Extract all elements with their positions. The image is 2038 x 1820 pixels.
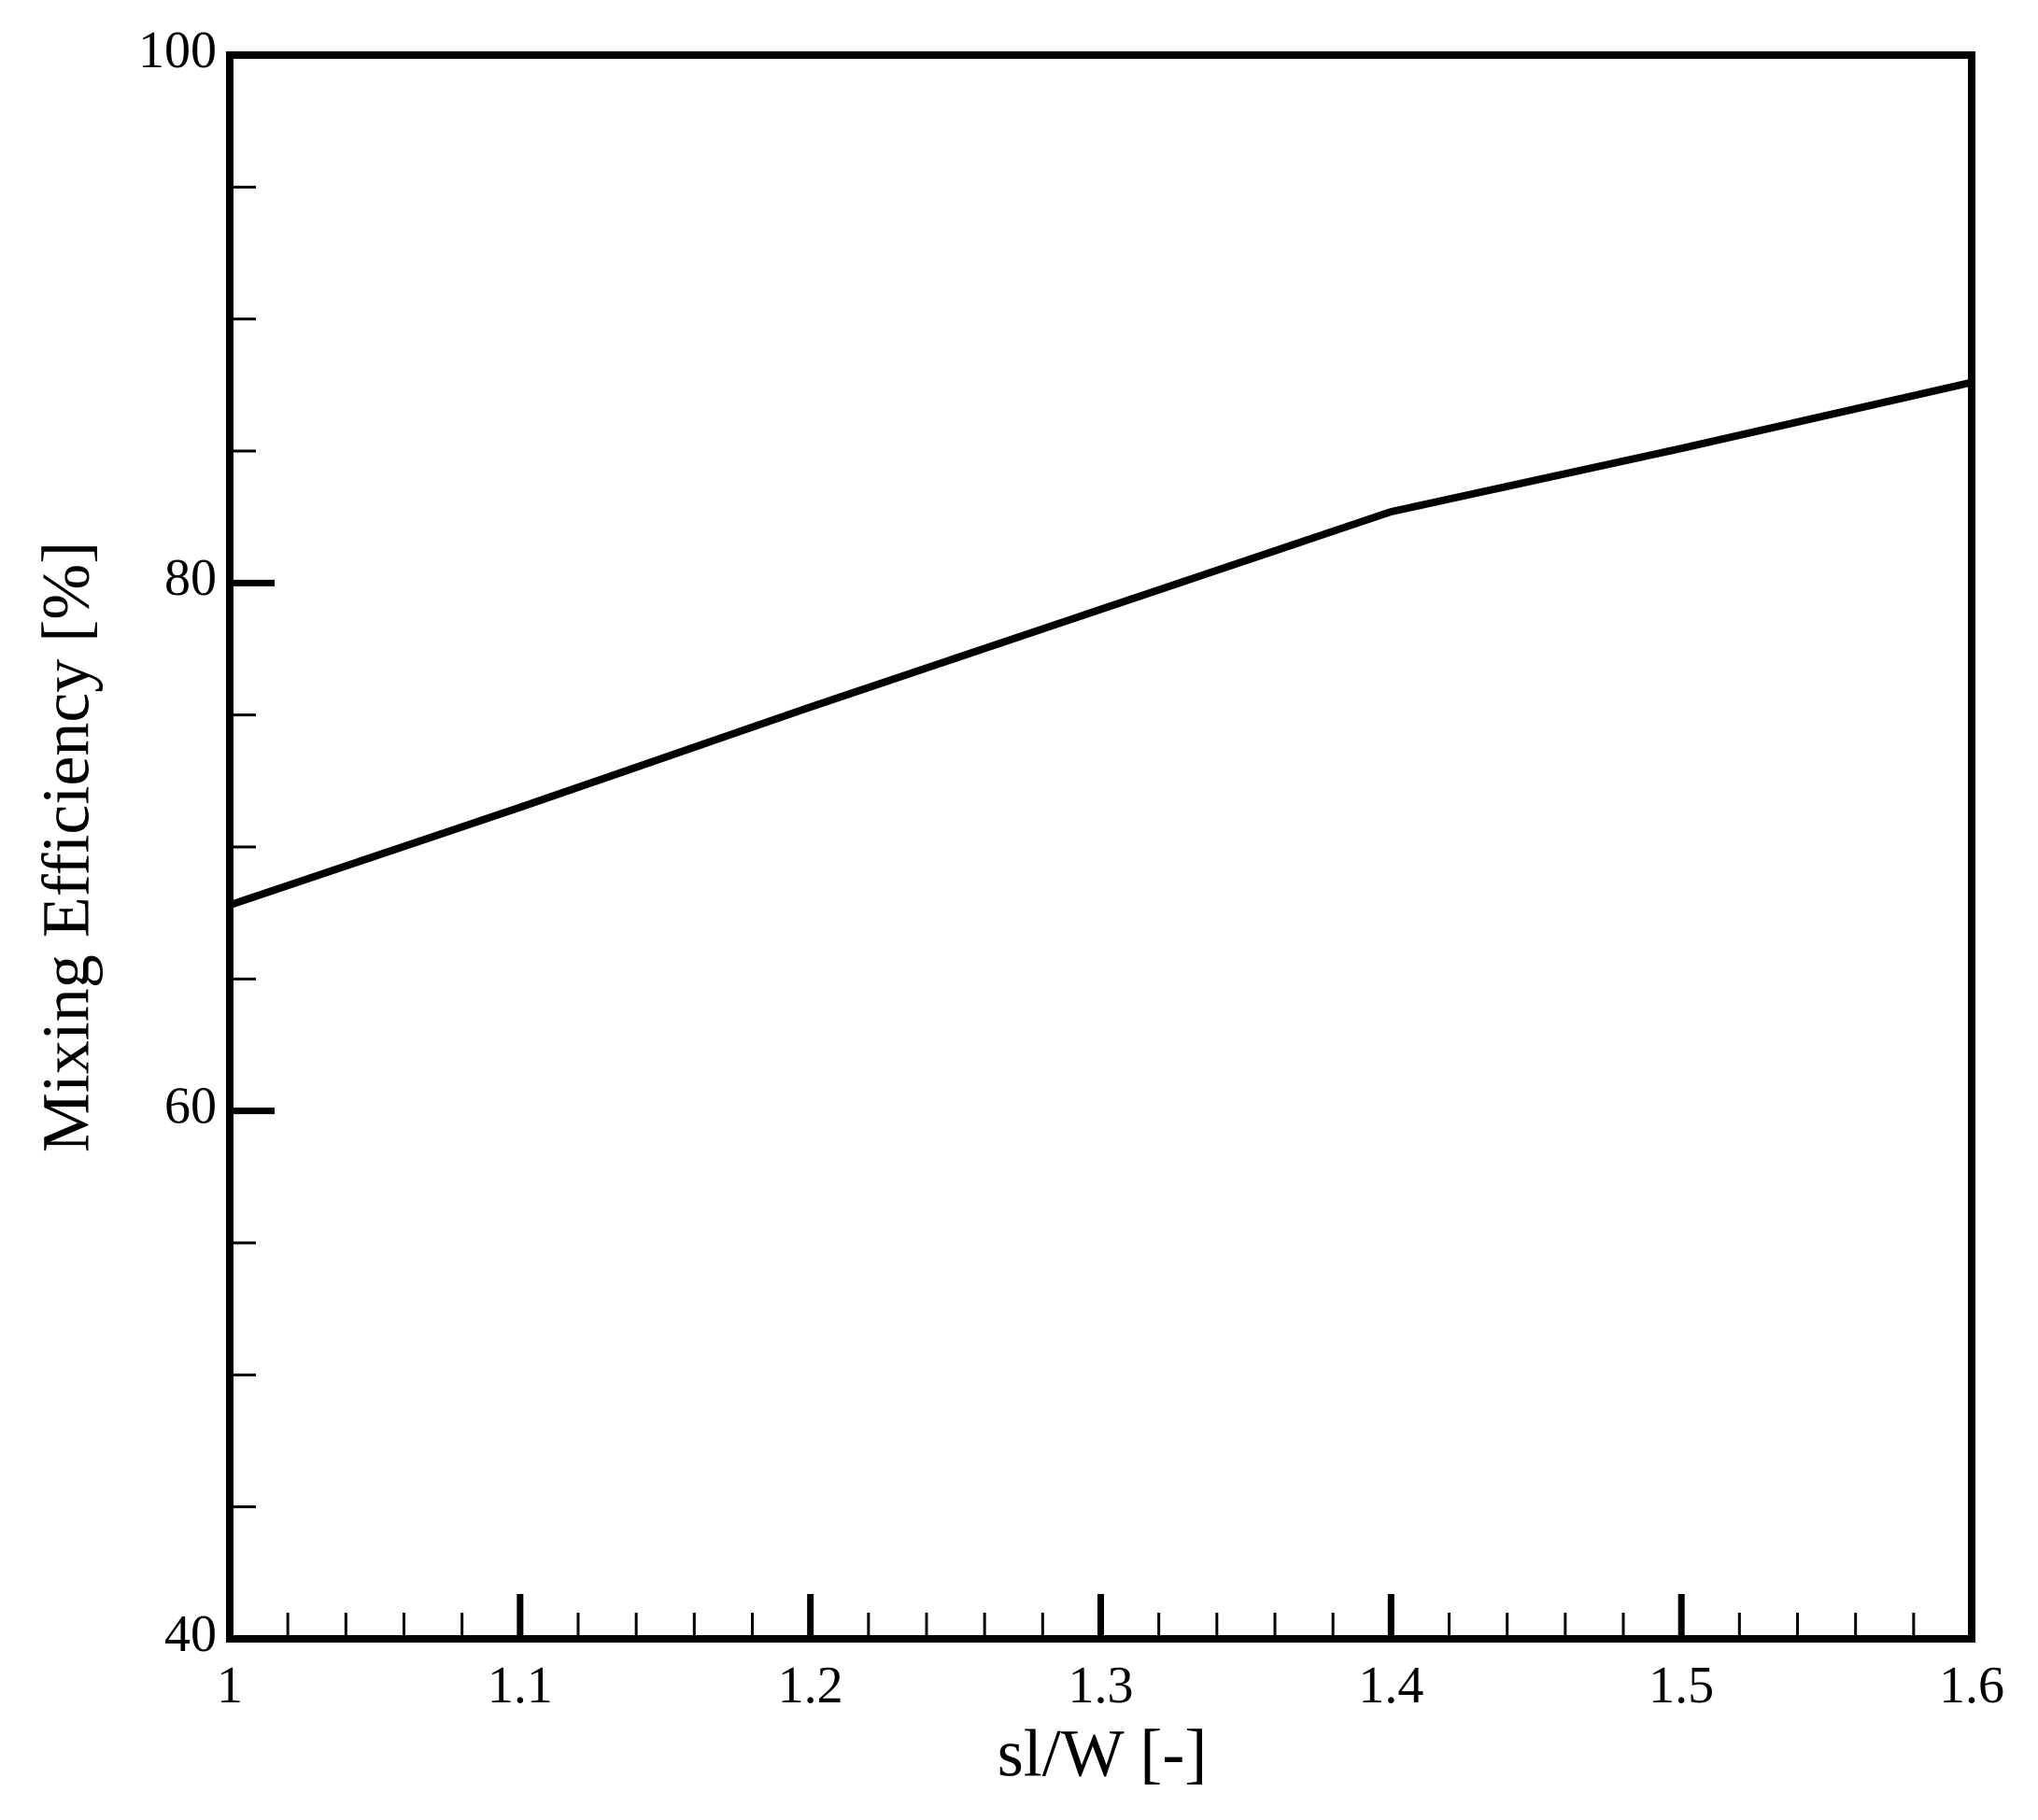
data-line — [228, 378, 1973, 909]
x-tick-label: 1 — [217, 1657, 243, 1714]
plot-frame — [226, 51, 1975, 1643]
x-tick-label: 1.1 — [488, 1657, 553, 1714]
y-tick-label: 40 — [164, 1605, 217, 1663]
x-tick-label: 1.4 — [1358, 1657, 1423, 1714]
x-tick-label: 1.6 — [1939, 1657, 2004, 1714]
y-tick-label: 80 — [164, 549, 217, 607]
y-tick-label: 60 — [164, 1078, 217, 1136]
x-axis-title: sl/W [-] — [998, 1716, 1208, 1791]
x-tick-label: 1.3 — [1069, 1657, 1134, 1714]
y-tick-label: 100 — [138, 21, 217, 79]
y-axis-title: Mixing Efficiency [%] — [29, 542, 104, 1152]
x-tick-label: 1.5 — [1649, 1657, 1714, 1714]
x-tick-label: 1.2 — [778, 1657, 843, 1714]
